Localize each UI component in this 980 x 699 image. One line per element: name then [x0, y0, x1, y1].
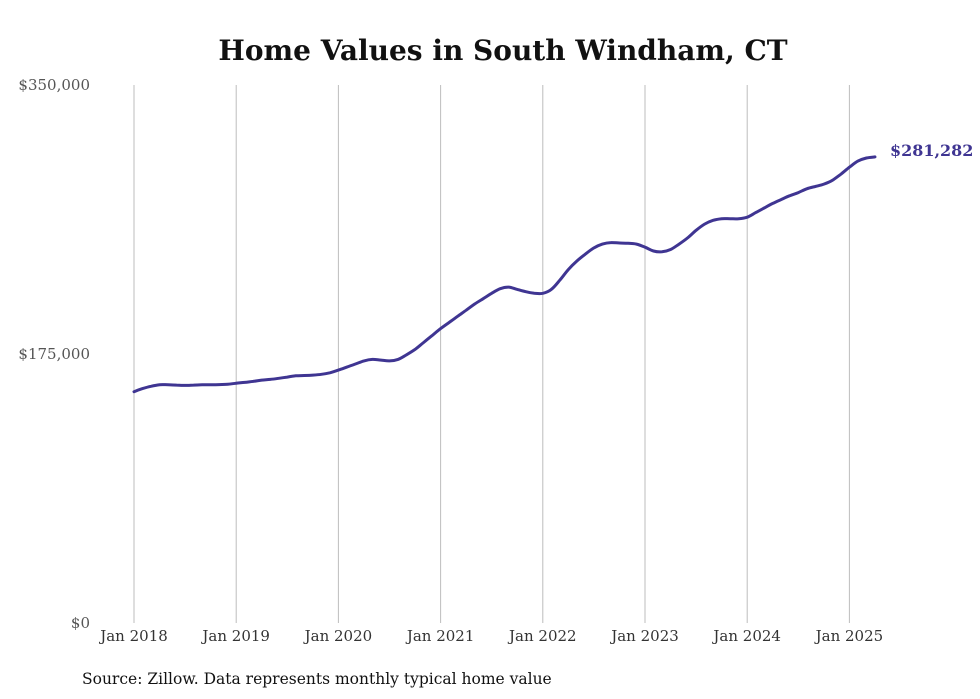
chart-title: Home Values in South Windham, CT: [218, 34, 787, 67]
x-tick-label: Jan 2020: [303, 627, 373, 645]
plot-area: $281,282: [132, 141, 974, 394]
x-axis: Jan 2018 Jan 2019 Jan 2020 Jan 2021 Jan 2022…: [98, 627, 883, 645]
x-tick-label: Jan 2025: [814, 627, 884, 645]
y-tick-label: $175,000: [18, 345, 90, 363]
series-line: [132, 155, 877, 394]
y-tick-label: $0: [71, 614, 90, 632]
x-tick-label: Jan 2021: [405, 627, 475, 645]
x-tick-label: Jan 2019: [200, 627, 270, 645]
grid: [133, 85, 850, 623]
x-tick-label: Jan 2024: [711, 627, 781, 645]
x-tick-label: Jan 2023: [609, 627, 679, 645]
end-value-label: $281,282: [890, 141, 974, 160]
x-tick-label: Jan 2018: [98, 627, 168, 645]
y-tick-label: $350,000: [18, 76, 90, 94]
source-note: Source: Zillow. Data represents monthly …: [82, 670, 552, 688]
y-axis: $0 $175,000 $350,000: [18, 76, 90, 632]
x-tick-label: Jan 2022: [507, 627, 577, 645]
